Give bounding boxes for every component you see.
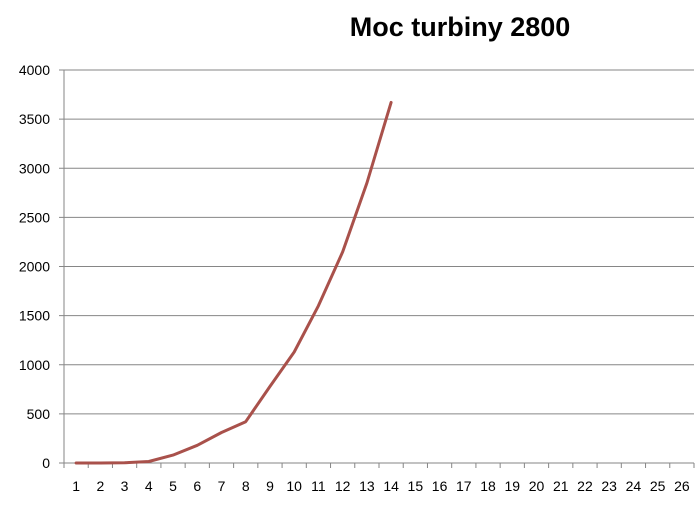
- y-tick-label: 1500: [19, 308, 50, 324]
- x-tick-label: 7: [218, 478, 226, 494]
- x-tick-labels: 1 2 3 4 5 6 7 8 9 10 11 12 13 14 15 16 17 18 19 20 21 22 23 24 2…: [72, 478, 690, 494]
- series-line-0: [74, 100, 393, 465]
- x-tick-label: 15: [408, 478, 424, 494]
- x-tick-label: 6: [193, 478, 201, 494]
- x-tick-label: 25: [650, 478, 666, 494]
- x-tick-label: 23: [601, 478, 617, 494]
- y-tick-label: 3500: [19, 111, 50, 127]
- x-tick-label: 17: [456, 478, 472, 494]
- x-tick-label: 13: [359, 478, 375, 494]
- axes: [59, 69, 695, 468]
- x-tick-label: 18: [480, 478, 496, 494]
- x-tick-label: 26: [674, 478, 690, 494]
- x-tick-label: 16: [432, 478, 448, 494]
- x-tick-label: 9: [266, 478, 274, 494]
- x-tick-label: 10: [286, 478, 302, 494]
- x-tick-label: 14: [383, 478, 399, 494]
- x-tick-label: 2: [96, 478, 104, 494]
- x-tick-label: 8: [242, 478, 250, 494]
- x-tick-label: 11: [311, 478, 326, 494]
- x-tick-label: 1: [72, 478, 80, 494]
- x-tick-label: 24: [626, 478, 642, 494]
- y-tick-label: 2000: [19, 259, 50, 275]
- y-tick-label: 0: [42, 455, 50, 471]
- y-tick-label: 500: [27, 406, 51, 422]
- y-tick-label: 4000: [19, 62, 50, 78]
- y-tick-labels: 0 500 1000 1500 2000 2500 3000 3500 4000: [19, 62, 50, 471]
- y-tick-label: 1000: [19, 357, 50, 373]
- x-tick-label: 12: [335, 478, 351, 494]
- x-tick-label: 5: [169, 478, 177, 494]
- x-tick-label: 19: [504, 478, 520, 494]
- x-tick-label: 21: [553, 478, 569, 494]
- x-tick-label: 3: [121, 478, 129, 494]
- y-tick-label: 2500: [19, 209, 50, 225]
- chart-title: Moc turbiny 2800: [350, 12, 571, 42]
- y-tick-label: 3000: [19, 160, 50, 176]
- gridlines: [64, 69, 694, 415]
- x-tick-label: 20: [529, 478, 545, 494]
- x-tick-label: 22: [577, 478, 593, 494]
- x-tick-label: 4: [145, 478, 153, 494]
- series: [74, 100, 393, 465]
